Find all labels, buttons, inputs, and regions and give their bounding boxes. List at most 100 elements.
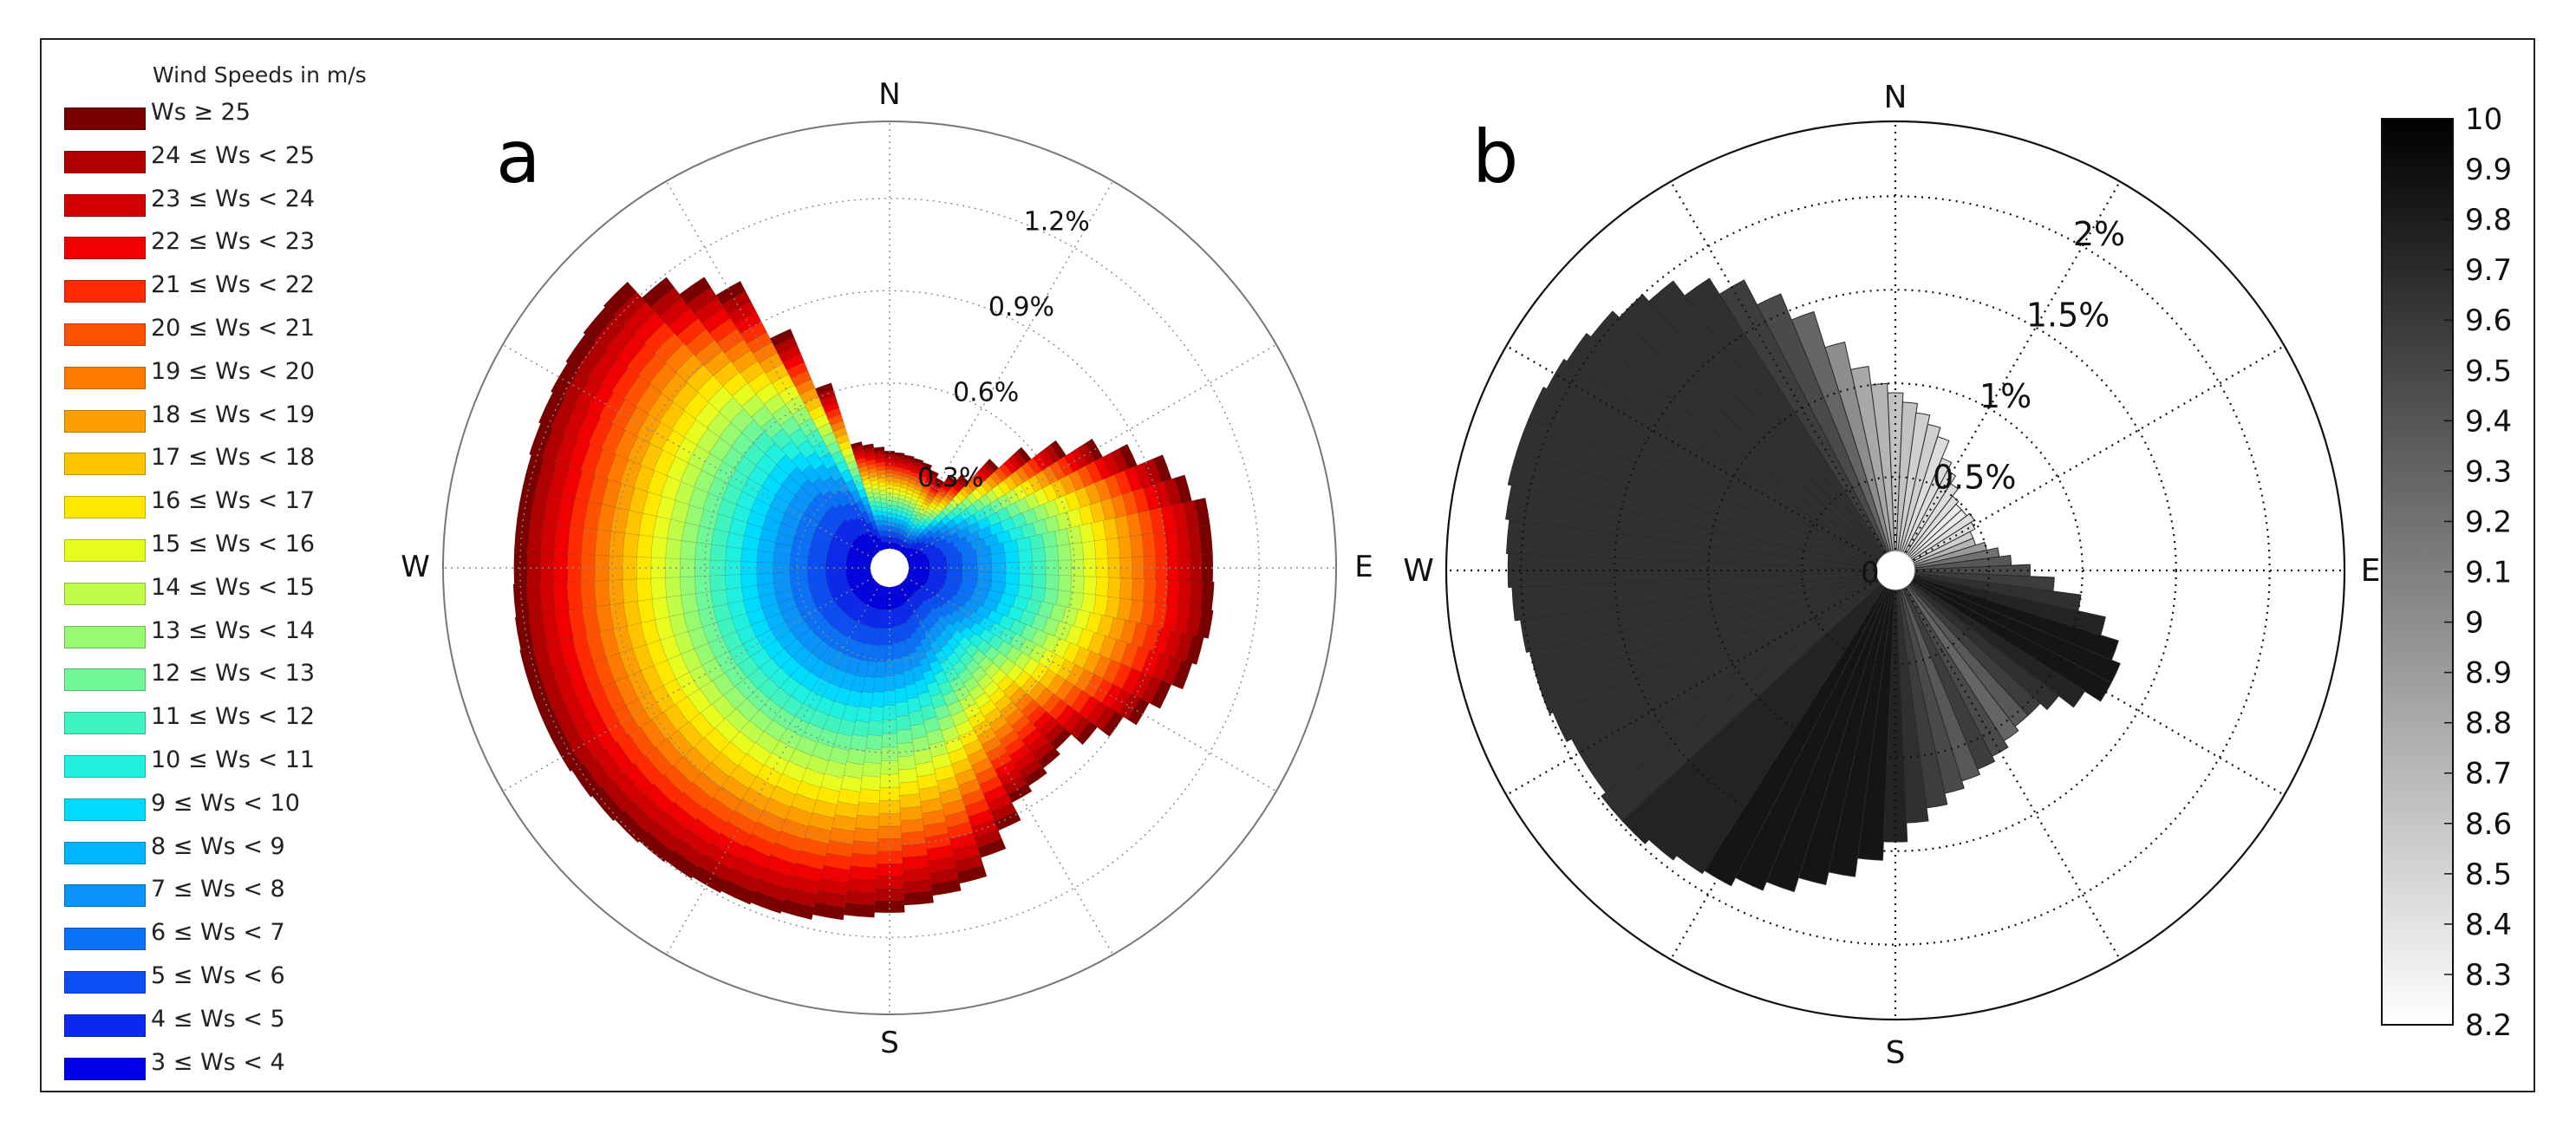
wind-sector-bar	[843, 902, 876, 918]
wind-sector-bar	[896, 714, 911, 731]
legend-swatch	[64, 366, 146, 389]
wind-sector-bar	[1018, 549, 1034, 563]
legend-swatch	[64, 884, 146, 908]
compass-label-e: E	[2361, 553, 2381, 589]
wind-sector-bar	[519, 646, 542, 682]
wind-sector-bar	[1005, 572, 1021, 585]
wind-sector-bar	[1031, 547, 1047, 563]
wind-sector-bar	[921, 461, 933, 469]
wind-sector-bar	[1032, 560, 1047, 576]
wind-sector-bar	[622, 532, 640, 557]
wind-sector-bar	[789, 563, 808, 573]
wind-sector-bar	[1004, 551, 1020, 564]
compass-label-s: S	[880, 1026, 899, 1060]
wind-sector-bar	[871, 691, 885, 708]
wind-sector-bar	[891, 497, 899, 503]
wind-sector-bar	[877, 825, 902, 839]
wind-sector-bar	[603, 281, 637, 316]
colorbar: 10 9.9 9.8 9.7 9.6 9.5 9.4 9.3 9.2 9.1 9 8.9 8.8 8.7 8…	[2381, 102, 2512, 1043]
wind-sector-bar	[1081, 540, 1097, 560]
wind-sector-bar	[896, 728, 913, 745]
panel-label-b: b	[1472, 114, 1518, 199]
wind-sector-bar	[664, 849, 700, 879]
legend-swatch	[64, 280, 146, 303]
wind-sector-bar	[583, 306, 616, 342]
wind-sector-bar	[512, 583, 530, 618]
wind-sector-bar	[740, 573, 759, 588]
wind-sector-bar	[1016, 446, 1032, 464]
legend-swatch	[64, 409, 146, 433]
wind-sector-bar	[580, 580, 597, 609]
wind-sector-bar	[884, 530, 889, 537]
colorbar-tick-label: 9.7	[2465, 253, 2512, 288]
wind-sector-bar	[894, 687, 908, 703]
wind-sector-bar	[1044, 574, 1060, 590]
legend-swatch	[64, 323, 146, 346]
wind-sector-bar	[725, 560, 741, 576]
wind-sector-bar	[986, 458, 1000, 472]
wind-sector-bar	[695, 542, 712, 561]
wind-sector-bar	[1057, 575, 1073, 592]
wind-sector-bar	[1174, 474, 1192, 504]
wind-sector-bar	[1093, 538, 1109, 559]
wind-sector-bar	[566, 581, 584, 610]
wind-sector-bar	[881, 506, 888, 513]
wind-sector-bar	[876, 851, 903, 864]
wind-sector-bar	[884, 535, 890, 543]
legend-swatch	[64, 237, 146, 260]
radial-tick-label: 0.9%	[988, 292, 1054, 323]
wind-sector-bar	[642, 277, 675, 308]
wind-sector-bar	[902, 855, 929, 870]
wind-sector-bar	[1154, 579, 1169, 605]
legend-label: 14 ≤ Ws < 15	[151, 573, 316, 601]
wind-sector-bar	[1127, 697, 1150, 726]
legend-swatch	[64, 798, 146, 821]
wind-sector-bar	[1165, 579, 1181, 607]
radial-tick-label: 1.5%	[2026, 296, 2110, 334]
wind-sector-bar	[526, 551, 542, 584]
wind-sector-bar	[679, 576, 697, 596]
wind-sector-bar	[1118, 577, 1134, 601]
wind-sector-bar	[891, 505, 898, 511]
legend-label: 9 ≤ Ws < 10	[151, 789, 300, 817]
wind-sector-bar	[977, 838, 1007, 858]
wind-sector-bar	[622, 578, 639, 603]
colorbar-tick-label: 8.6	[2465, 807, 2512, 842]
wind-sector-bar	[895, 701, 910, 717]
wind-sector-bar	[903, 890, 935, 906]
wind-sector-bar	[721, 879, 756, 905]
wind-sector-bar	[1015, 536, 1032, 551]
colorbar-tick-label: 8.9	[2465, 656, 2512, 691]
wind-sector-bar	[591, 787, 624, 822]
legend-label: 13 ≤ Ws < 14	[151, 616, 316, 644]
wind-sector-bar	[715, 280, 747, 305]
wind-sector-bar	[885, 488, 894, 493]
wind-sector-bar	[539, 582, 557, 615]
colorbar-tick-label: 8.4	[2465, 908, 2512, 942]
wind-sector-bar	[1197, 609, 1214, 639]
legend-swatch	[64, 193, 146, 217]
wind-sector-bar	[869, 706, 884, 722]
radial-tick-label: 0.5%	[1933, 458, 2017, 496]
wind-sector-bar	[1171, 659, 1193, 690]
center-hole	[1875, 551, 1915, 590]
legend-label: 5 ≤ Ws < 6	[151, 962, 285, 989]
wind-sector-bar	[680, 540, 697, 560]
wind-sector-bar	[880, 502, 888, 508]
wind-sector-bar	[976, 563, 993, 573]
wind-sector-bar	[902, 867, 931, 883]
legend-label: 11 ≤ Ws < 12	[151, 703, 316, 731]
legend-swatch	[64, 496, 146, 519]
wind-sector-bar	[1198, 525, 1213, 555]
legend-label: 19 ≤ Ws < 20	[151, 357, 316, 385]
wind-sector-bar	[976, 554, 993, 564]
center-label: 0	[1861, 556, 1880, 590]
wind-sector-bar	[636, 577, 653, 602]
wind-sector-bar	[769, 329, 795, 347]
legend-label: 17 ≤ Ws < 18	[151, 444, 316, 472]
panel-label-a: a	[496, 114, 540, 199]
wind-sector-bar	[1044, 545, 1060, 562]
wind-sector-bar	[883, 520, 889, 527]
wind-sector-bar	[540, 522, 558, 554]
wind-sector-bar	[692, 865, 727, 894]
